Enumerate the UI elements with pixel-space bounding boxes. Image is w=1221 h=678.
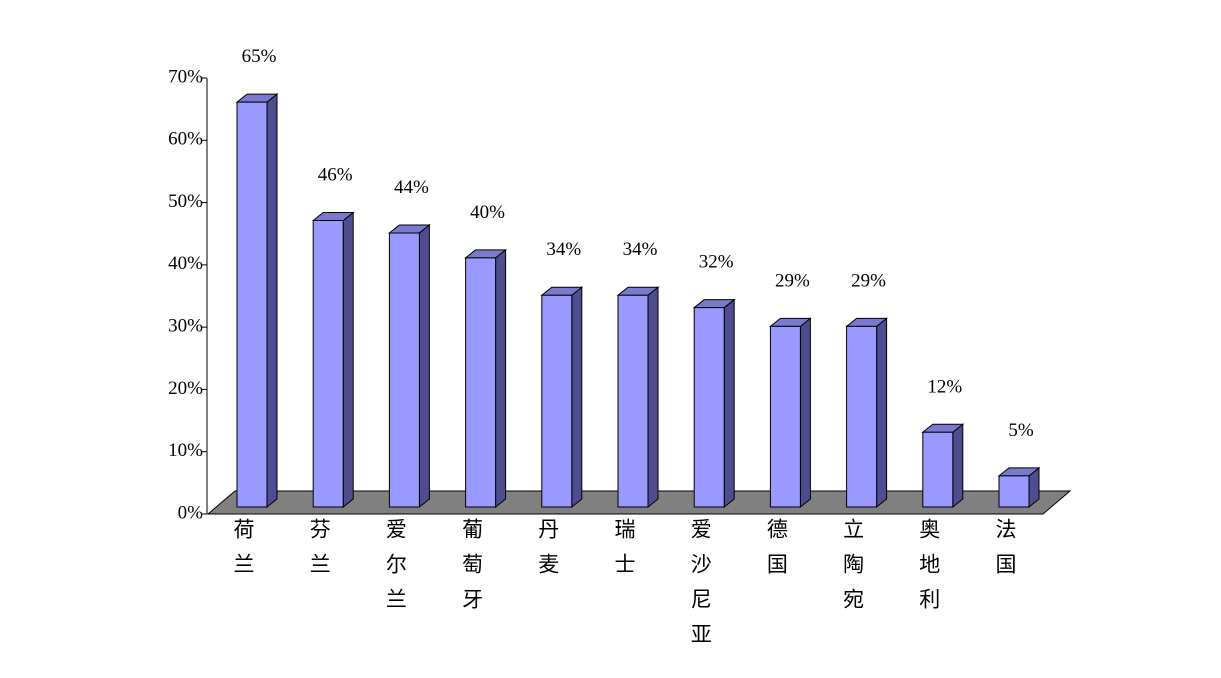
value-label: 46% <box>318 164 353 185</box>
x-tick-label: 丹麦 <box>536 518 560 588</box>
bar <box>464 248 508 509</box>
value-label: 40% <box>470 202 505 223</box>
x-tick-label: 荷兰 <box>231 518 255 588</box>
y-tick-label: 10% <box>168 440 203 461</box>
bar-front <box>312 219 344 508</box>
y-tick-label: 40% <box>168 253 203 274</box>
bar-front <box>236 101 268 508</box>
x-tick-label: 爱沙尼亚 <box>688 518 712 658</box>
y-tick-label: 30% <box>168 316 203 337</box>
bar <box>997 466 1041 509</box>
value-label: 29% <box>851 270 886 291</box>
y-tick-label: 0% <box>178 502 204 523</box>
bar-front <box>769 325 801 508</box>
x-tick-label: 爱尔兰 <box>383 518 407 623</box>
bar-side <box>952 423 964 509</box>
value-label: 29% <box>775 270 810 291</box>
bar-side <box>647 286 659 509</box>
bar-side <box>266 93 278 509</box>
value-label: 32% <box>699 252 734 273</box>
y-tick-label: 70% <box>168 66 203 87</box>
bar-side <box>342 211 354 509</box>
bar <box>845 317 889 509</box>
x-tick-label: 芬兰 <box>307 518 331 588</box>
bar <box>921 423 965 509</box>
value-label: 44% <box>394 177 429 198</box>
value-label: 12% <box>927 376 962 397</box>
value-label: 34% <box>623 239 658 260</box>
bar-side <box>799 317 811 509</box>
value-label: 65% <box>242 46 277 67</box>
bar-front <box>617 294 649 508</box>
bar-front <box>922 431 954 508</box>
bar-front <box>998 475 1030 508</box>
y-tick-label: 60% <box>168 129 203 150</box>
bar <box>692 298 736 509</box>
y-tick-label: 50% <box>168 191 203 212</box>
bar-side <box>495 248 507 509</box>
bar-front <box>846 325 878 508</box>
bar <box>616 286 660 509</box>
y-tick-label: 20% <box>168 378 203 399</box>
bar-front <box>693 307 725 508</box>
bar <box>387 223 431 509</box>
bar <box>235 93 279 509</box>
x-tick-label: 德国 <box>764 518 788 588</box>
bar-side <box>876 317 888 509</box>
value-label: 5% <box>1008 420 1034 441</box>
bar <box>540 286 584 509</box>
bar <box>311 211 355 509</box>
bar-side <box>571 286 583 509</box>
bar-front <box>541 294 573 508</box>
x-tick-label: 奥地利 <box>917 518 941 623</box>
x-tick-label: 法国 <box>993 518 1017 588</box>
bar-side <box>723 298 735 509</box>
x-tick-label: 瑞士 <box>612 518 636 588</box>
bar-front <box>388 232 420 508</box>
x-tick-label: 立陶宛 <box>841 518 865 623</box>
bar-side <box>418 223 430 509</box>
x-tick-label: 葡萄牙 <box>460 518 484 623</box>
bar <box>768 317 812 509</box>
bar-front <box>465 257 497 508</box>
value-label: 34% <box>546 239 581 260</box>
